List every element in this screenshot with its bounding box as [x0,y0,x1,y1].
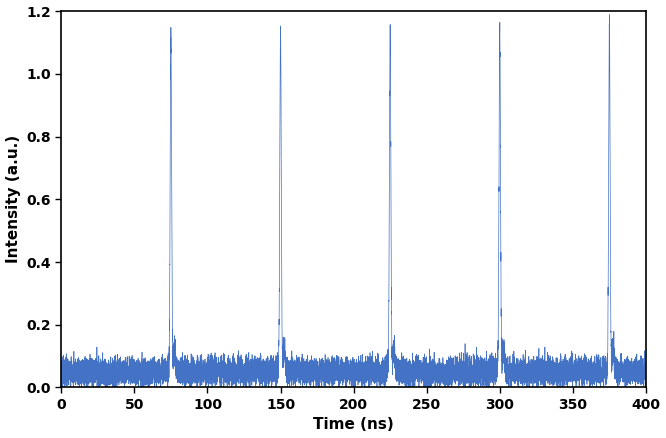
Y-axis label: Intensity (a.u.): Intensity (a.u.) [5,135,21,263]
X-axis label: Time (ns): Time (ns) [313,417,394,432]
